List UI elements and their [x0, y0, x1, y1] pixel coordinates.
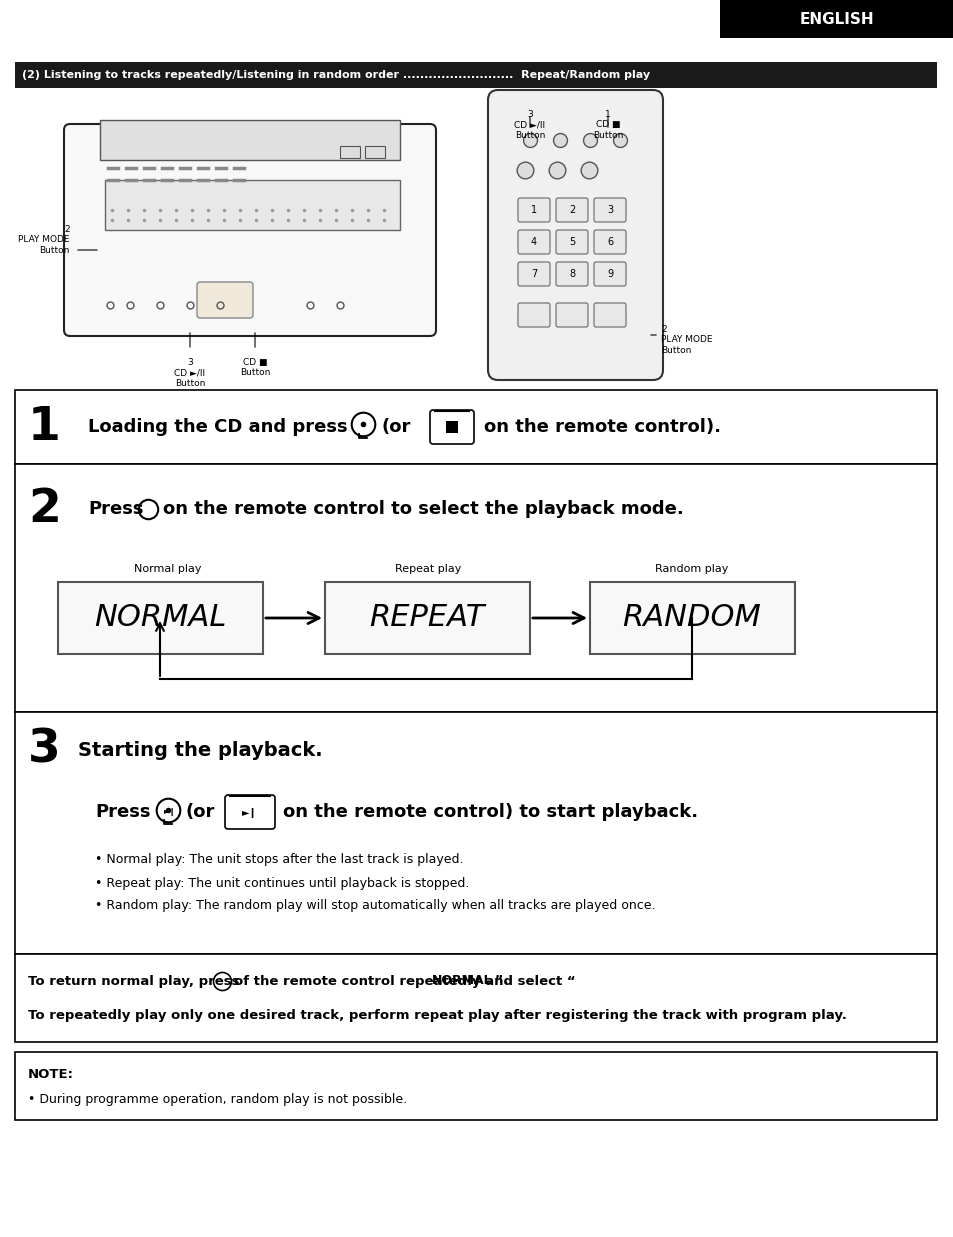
- Bar: [15, 954, 936, 1042]
- FancyBboxPatch shape: [196, 282, 253, 318]
- Text: 6: 6: [606, 238, 613, 247]
- Text: 1: 1: [28, 404, 61, 449]
- Text: 3
CD ►/II
Button: 3 CD ►/II Button: [174, 357, 205, 388]
- FancyBboxPatch shape: [517, 198, 550, 221]
- Text: on the remote control to select the playback mode.: on the remote control to select the play…: [163, 500, 683, 518]
- Text: 2
PLAY MODE
Button: 2 PLAY MODE Button: [18, 225, 70, 255]
- Text: 2: 2: [28, 486, 61, 532]
- Bar: [325, 581, 530, 654]
- Text: NORMAL: NORMAL: [93, 604, 226, 632]
- Text: NORMAL: NORMAL: [432, 975, 492, 987]
- FancyBboxPatch shape: [594, 198, 625, 221]
- Text: 9: 9: [606, 268, 613, 280]
- FancyBboxPatch shape: [556, 230, 587, 254]
- Bar: [446, 421, 457, 433]
- Bar: [339, 146, 359, 158]
- Text: ENGLISH: ENGLISH: [799, 11, 873, 26]
- Text: 2
PLAY MODE
Button: 2 PLAY MODE Button: [660, 325, 712, 355]
- Text: 1
CD ■
Button: 1 CD ■ Button: [592, 110, 622, 140]
- Text: Repeat play: Repeat play: [395, 564, 460, 574]
- Text: To return normal play, press: To return normal play, press: [28, 975, 239, 987]
- FancyBboxPatch shape: [556, 198, 587, 221]
- Text: NOTE:: NOTE:: [28, 1069, 74, 1081]
- Bar: [15, 464, 936, 713]
- Text: • Normal play: The unit stops after the last track is played.: • Normal play: The unit stops after the …: [95, 854, 463, 866]
- Bar: [15, 62, 936, 88]
- Bar: [15, 390, 936, 464]
- FancyBboxPatch shape: [594, 230, 625, 254]
- Text: RANDOM: RANDOM: [622, 604, 760, 632]
- Bar: [15, 1051, 936, 1119]
- Text: 3: 3: [28, 727, 61, 772]
- Bar: [15, 713, 936, 954]
- FancyBboxPatch shape: [64, 124, 436, 336]
- Bar: [105, 181, 399, 230]
- Text: • Repeat play: The unit continues until playback is stopped.: • Repeat play: The unit continues until …: [95, 877, 469, 889]
- Text: 7: 7: [530, 268, 537, 280]
- Bar: [58, 581, 263, 654]
- Text: Normal play: Normal play: [134, 564, 201, 574]
- Text: (or: (or: [381, 418, 411, 435]
- Text: 4: 4: [531, 238, 537, 247]
- Bar: [589, 581, 794, 654]
- Text: of the remote control repeatedly and select “: of the remote control repeatedly and sel…: [233, 975, 575, 987]
- Text: (or: (or: [186, 803, 215, 821]
- Text: Press: Press: [95, 803, 151, 821]
- Text: Loading the CD and press: Loading the CD and press: [88, 418, 347, 435]
- FancyBboxPatch shape: [594, 303, 625, 327]
- Text: 5: 5: [568, 238, 575, 247]
- Text: (2) Listening to tracks repeatedly/Listening in random order ...................: (2) Listening to tracks repeatedly/Liste…: [22, 71, 649, 80]
- Bar: [720, 0, 953, 38]
- Text: ►❙: ►❙: [242, 808, 257, 818]
- FancyBboxPatch shape: [517, 230, 550, 254]
- Bar: [365, 146, 385, 158]
- Text: • Random play: The random play will stop automatically when all tracks are playe: • Random play: The random play will stop…: [95, 899, 655, 913]
- FancyBboxPatch shape: [517, 303, 550, 327]
- Text: ►❙: ►❙: [164, 807, 176, 815]
- FancyBboxPatch shape: [488, 90, 662, 380]
- FancyBboxPatch shape: [594, 262, 625, 286]
- Text: REPEAT: REPEAT: [369, 604, 484, 632]
- Text: 3
CD ►/II
Button: 3 CD ►/II Button: [514, 110, 545, 140]
- Text: on the remote control).: on the remote control).: [483, 418, 720, 435]
- Text: Press: Press: [88, 500, 143, 518]
- Text: 1: 1: [531, 205, 537, 215]
- Text: 2: 2: [568, 205, 575, 215]
- Text: Starting the playback.: Starting the playback.: [78, 741, 322, 760]
- Text: • During programme operation, random play is not possible.: • During programme operation, random pla…: [28, 1094, 407, 1107]
- Text: CD ■
Button: CD ■ Button: [239, 357, 270, 377]
- Text: 8: 8: [568, 268, 575, 280]
- Text: To repeatedly play only one desired track, perform repeat play after registering: To repeatedly play only one desired trac…: [28, 1009, 846, 1023]
- FancyBboxPatch shape: [556, 262, 587, 286]
- Bar: [100, 120, 399, 160]
- FancyBboxPatch shape: [430, 409, 474, 444]
- Text: on the remote control) to start playback.: on the remote control) to start playback…: [283, 803, 698, 821]
- FancyBboxPatch shape: [225, 795, 274, 829]
- Text: 3: 3: [606, 205, 613, 215]
- Text: ”.: ”.: [490, 975, 508, 987]
- Text: Random play: Random play: [655, 564, 728, 574]
- FancyBboxPatch shape: [517, 262, 550, 286]
- FancyBboxPatch shape: [556, 303, 587, 327]
